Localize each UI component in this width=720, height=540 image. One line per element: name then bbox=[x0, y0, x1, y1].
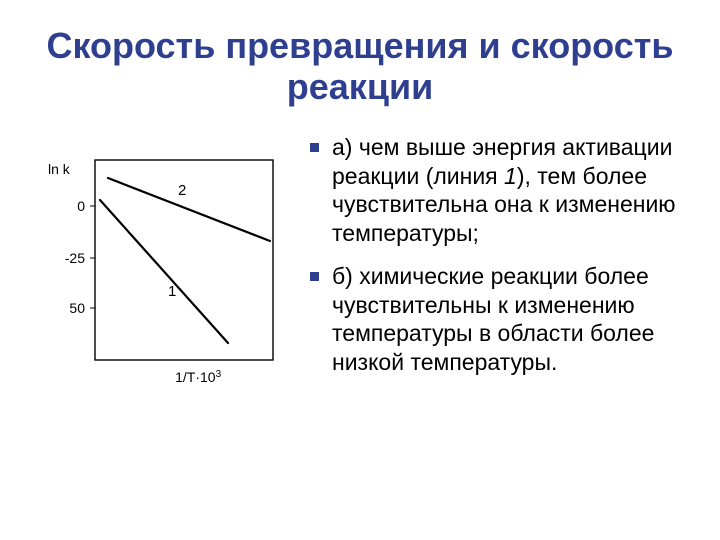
slide: Скорость превращения и скорость реакции … bbox=[0, 0, 720, 540]
bullet-list: а) чем выше энергия активации реакции (л… bbox=[310, 133, 690, 391]
bullet-item: б) химические реакции более чувствительн… bbox=[310, 262, 690, 377]
svg-text:ln k: ln k bbox=[48, 161, 71, 177]
bullet-text-italic: 1 bbox=[504, 163, 517, 189]
svg-text:1: 1 bbox=[168, 283, 176, 300]
content-row: ln k 0 -25 50 1/T·103 1 2 а) чем выше энергия … bbox=[30, 133, 690, 403]
svg-text:1/T·103: 1/T·103 bbox=[175, 368, 221, 385]
chart-svg: ln k 0 -25 50 1/T·103 1 2 bbox=[30, 148, 290, 398]
bullet-text-prefix: б) химические реакции более чувствительн… bbox=[332, 263, 654, 375]
svg-text:-25: -25 bbox=[65, 250, 85, 266]
page-title: Скорость превращения и скорость реакции bbox=[30, 25, 690, 108]
svg-text:2: 2 bbox=[178, 182, 186, 199]
bullet-item: а) чем выше энергия активации реакции (л… bbox=[310, 133, 690, 248]
arrhenius-chart: ln k 0 -25 50 1/T·103 1 2 bbox=[30, 148, 290, 403]
svg-text:0: 0 bbox=[77, 198, 85, 214]
svg-text:50: 50 bbox=[69, 300, 85, 316]
